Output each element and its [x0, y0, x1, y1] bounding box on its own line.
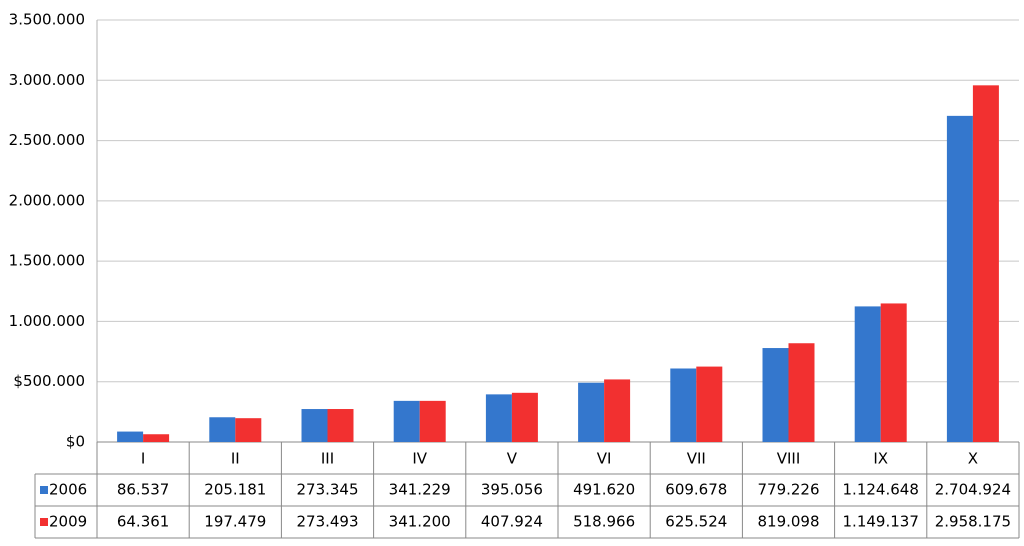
bar [578, 382, 605, 442]
x-tick-label: VII [687, 450, 706, 468]
table-cell: 273.345 [296, 481, 358, 499]
x-tick-label: II [231, 450, 240, 468]
bar [327, 409, 354, 442]
table-cell: 341.229 [389, 481, 451, 499]
bar [788, 343, 815, 442]
legend-label: 2006 [49, 481, 87, 499]
x-tick-label: X [968, 450, 978, 468]
bar [393, 400, 420, 442]
bar [419, 400, 446, 442]
table-cell: 205.181 [204, 481, 266, 499]
bar [235, 418, 262, 442]
table-cell: 395.056 [481, 481, 543, 499]
table-cell: 273.493 [296, 513, 358, 531]
table-cell: 491.620 [573, 481, 635, 499]
x-tick-label: IV [412, 450, 427, 468]
table-cell: 625.524 [665, 513, 727, 531]
bar [946, 115, 973, 442]
table-cell: 2.958.175 [935, 513, 1011, 531]
y-tick-label: 1.500.000 [9, 252, 85, 270]
table-cell: 518.966 [573, 513, 635, 531]
x-tick-label: V [507, 450, 518, 468]
bar [880, 303, 907, 442]
x-tick-label: IX [873, 450, 888, 468]
y-tick-label: $500.000 [13, 372, 85, 390]
bar [511, 392, 538, 442]
y-tick-label: 3.000.000 [9, 71, 85, 89]
bar [143, 434, 170, 442]
legend-key [40, 518, 48, 526]
x-tick-label: I [141, 450, 145, 468]
x-tick-label: VI [597, 450, 612, 468]
y-tick-label: 3.500.000 [9, 11, 85, 29]
bar [854, 306, 881, 442]
bar [972, 85, 999, 442]
y-tick-label: 1.000.000 [9, 312, 85, 330]
x-tick-label: III [321, 450, 334, 468]
bar [117, 431, 144, 442]
table-cell: 819.098 [757, 513, 819, 531]
table-cell: 407.924 [481, 513, 543, 531]
x-tick-label: VIII [777, 450, 801, 468]
bar [604, 379, 631, 442]
table-cell: 609.678 [665, 481, 727, 499]
table-cell: 86.537 [117, 481, 170, 499]
legend-key [40, 486, 48, 494]
table-cell: 341.200 [389, 513, 451, 531]
y-tick-label: $0 [66, 433, 85, 451]
bar [301, 409, 328, 442]
y-tick-label: 2.500.000 [9, 131, 85, 149]
table-cell: 779.226 [757, 481, 819, 499]
legend-label: 2009 [49, 513, 87, 531]
bar [696, 366, 723, 442]
table-cell: 1.149.137 [843, 513, 919, 531]
y-tick-label: 2.000.000 [9, 191, 85, 209]
bar [485, 394, 512, 442]
bar [209, 417, 236, 442]
table-cell: 197.479 [204, 513, 266, 531]
table-cell: 64.361 [117, 513, 170, 531]
bar [762, 348, 789, 442]
table-cell: 2.704.924 [935, 481, 1011, 499]
table-cell: 1.124.648 [843, 481, 919, 499]
bar [670, 368, 697, 442]
